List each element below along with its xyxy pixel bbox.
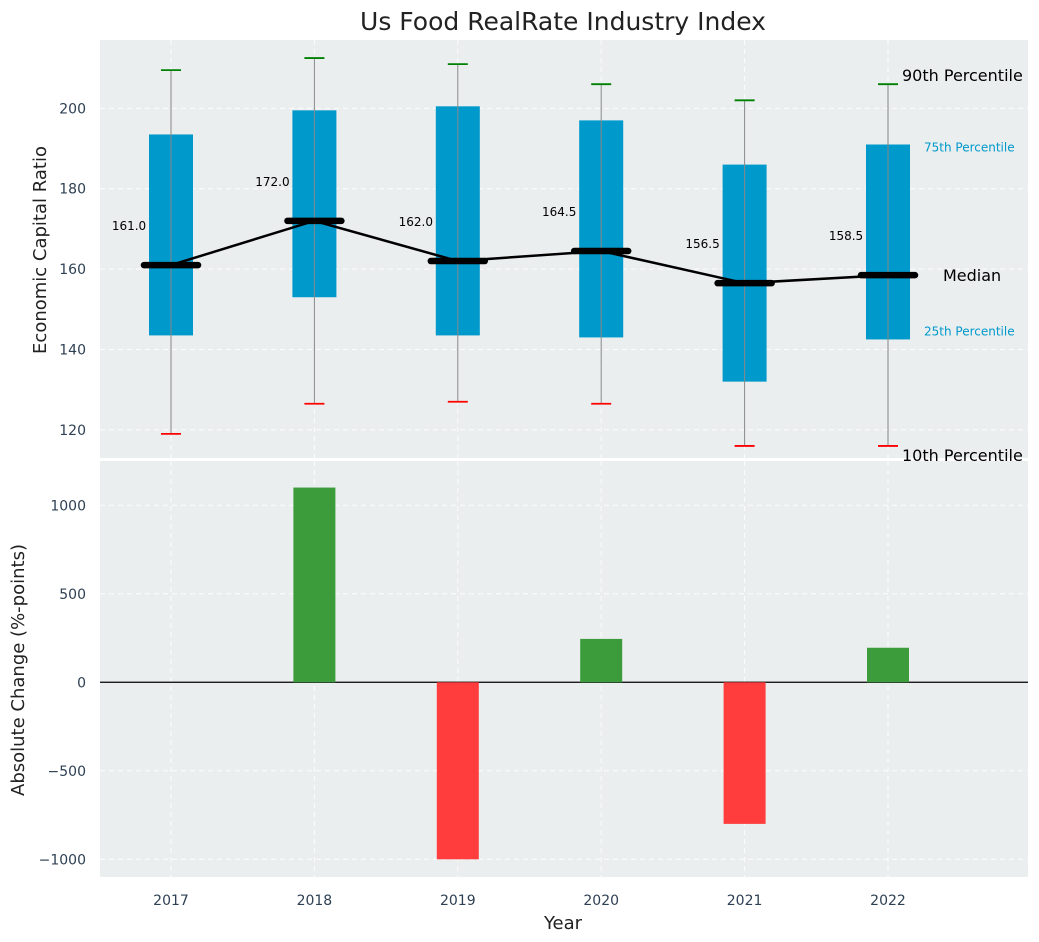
x-tick-label: 2022: [870, 893, 906, 909]
bottom-y-axis-label: Absolute Change (%-points): [8, 544, 29, 796]
x-tick-label: 2020: [583, 893, 619, 909]
bottom-y-tick-label: 1000: [50, 498, 86, 514]
median-value-label: 172.0: [255, 175, 289, 189]
change-bar: [580, 638, 623, 683]
x-tick-label: 2019: [440, 893, 476, 909]
median-value-label: 162.0: [399, 215, 433, 229]
bottom-y-tick-label: 500: [59, 587, 86, 603]
median-value-label: 156.5: [685, 237, 719, 251]
top-y-tick-label: 140: [59, 342, 86, 358]
p75-legend-label: 75th Percentile: [924, 141, 1015, 155]
top-panel: 161.0 172.0 162.0 164.5 156.5 158.5 120 140 160…: [30, 40, 1028, 465]
top-y-tick-label: 200: [59, 101, 86, 117]
change-bar: [293, 487, 336, 683]
top-y-tick-label: 120: [59, 423, 86, 439]
median-value-label: 164.5: [542, 205, 576, 219]
x-tick-label: 2018: [297, 893, 333, 909]
bottom-y-tick-label: −1000: [39, 852, 86, 868]
p25-legend-label: 25th Percentile: [924, 324, 1015, 338]
bottom-panel: −1000 −500 0 500 1000 Absolute Change (%-poi…: [8, 461, 1028, 877]
median-value-label: 161.0: [112, 219, 146, 233]
x-tick-label: 2017: [153, 893, 189, 909]
x-tick-label: 2021: [727, 893, 763, 909]
bottom-y-tick-label: 0: [77, 675, 86, 691]
chart-title: Us Food RealRate Industry Index: [360, 7, 766, 36]
median-value-label: 158.5: [829, 229, 863, 243]
median-legend-label: Median: [943, 266, 1001, 285]
bottom-y-tick-label: −500: [48, 764, 86, 780]
change-bar: [436, 682, 479, 860]
x-axis-label: Year: [543, 913, 583, 934]
top-y-tick-label: 180: [59, 182, 86, 198]
change-bar: [723, 682, 766, 824]
top-y-axis-label: Economic Capital Ratio: [30, 146, 51, 354]
top-y-tick-label: 160: [59, 262, 86, 278]
p10-legend-label: 10th Percentile: [902, 446, 1023, 465]
change-bar: [867, 647, 909, 683]
p90-legend-label: 90th Percentile: [902, 66, 1023, 85]
